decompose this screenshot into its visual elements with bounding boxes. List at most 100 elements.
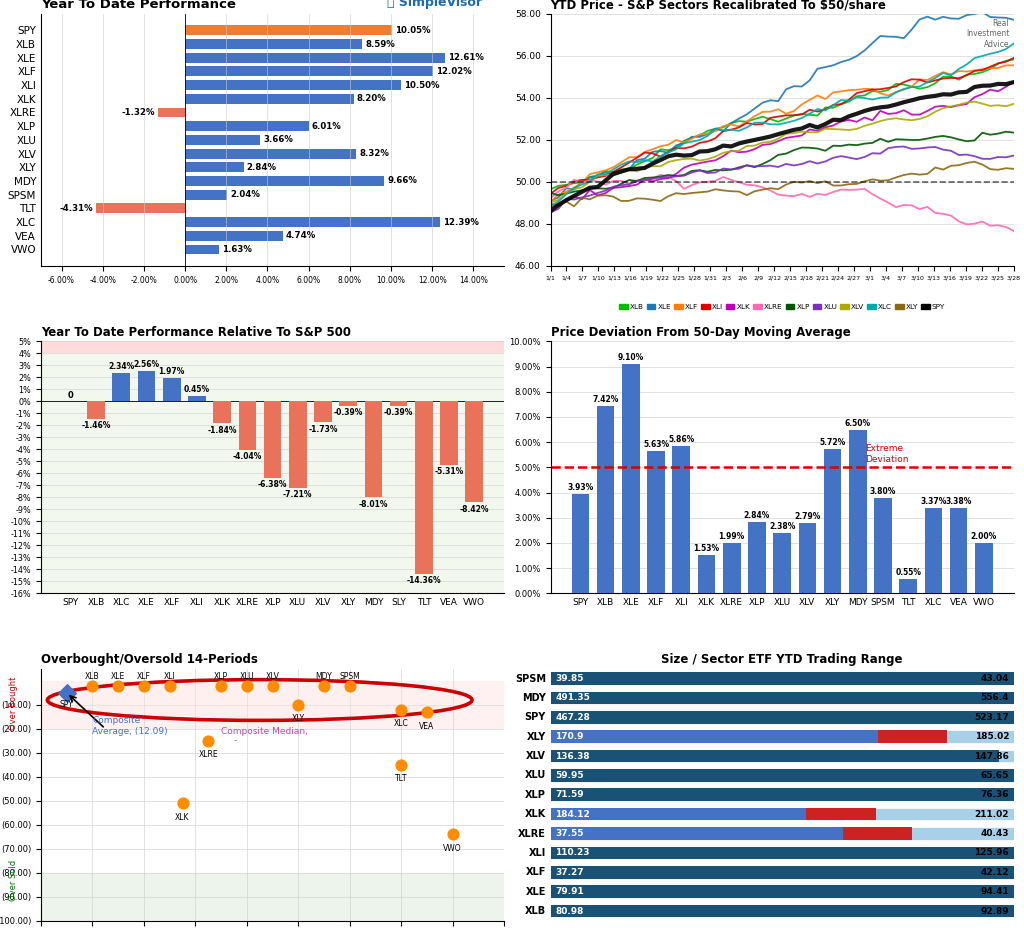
- Text: 94.41: 94.41: [980, 887, 1009, 897]
- Point: [315, 678, 332, 693]
- Text: 5.72%: 5.72%: [819, 438, 846, 447]
- Title: Size / Sector ETF YTD Trading Range: Size / Sector ETF YTD Trading Range: [662, 653, 903, 666]
- Bar: [899, 579, 918, 593]
- Point: [162, 678, 178, 693]
- Bar: [551, 730, 1014, 743]
- Text: 4.74%: 4.74%: [286, 232, 316, 240]
- Text: Year To Date Performance Relative To S&P 500: Year To Date Performance Relative To S&P…: [41, 326, 351, 339]
- Bar: [113, 373, 130, 402]
- Bar: [551, 827, 1014, 840]
- Text: YTD Price - S&P Sectors Recalibrated To $50/share: YTD Price - S&P Sectors Recalibrated To …: [551, 0, 887, 11]
- Point: [84, 678, 100, 693]
- Text: 2.34%: 2.34%: [109, 363, 134, 371]
- Bar: [551, 846, 1014, 859]
- Bar: [975, 543, 992, 593]
- Bar: [551, 905, 1014, 917]
- Text: 491.35: 491.35: [555, 694, 590, 702]
- Point: [342, 678, 358, 693]
- Bar: [390, 402, 408, 406]
- Text: TLT: TLT: [395, 775, 408, 783]
- Bar: [925, 509, 942, 593]
- Text: 136.38: 136.38: [555, 751, 590, 761]
- Text: 1.97%: 1.97%: [159, 367, 185, 376]
- Bar: [571, 494, 589, 593]
- Text: 10.50%: 10.50%: [404, 81, 440, 89]
- Text: Price Deviation From 50-Day Moving Average: Price Deviation From 50-Day Moving Avera…: [551, 326, 850, 339]
- Point: [200, 734, 216, 749]
- Bar: [415, 402, 433, 574]
- Bar: [41, 681, 504, 729]
- Bar: [87, 402, 104, 418]
- Bar: [551, 769, 1014, 782]
- Text: -8.42%: -8.42%: [460, 505, 489, 513]
- Text: 0.55%: 0.55%: [895, 568, 922, 578]
- Text: 80.98: 80.98: [555, 907, 584, 915]
- Text: XLU: XLU: [240, 671, 254, 681]
- Text: 12.39%: 12.39%: [443, 218, 479, 227]
- Text: 9.66%: 9.66%: [387, 177, 417, 185]
- Bar: [823, 449, 842, 593]
- Bar: [365, 402, 382, 498]
- Text: 170.9: 170.9: [555, 732, 584, 741]
- Text: XLC: XLC: [394, 719, 409, 728]
- Bar: [551, 808, 1014, 820]
- Text: XLI: XLI: [528, 848, 546, 857]
- Bar: [41, 353, 504, 593]
- Text: SPSM: SPSM: [515, 673, 546, 684]
- Text: 2.04%: 2.04%: [230, 190, 260, 199]
- Text: 71.59: 71.59: [555, 790, 584, 799]
- Text: 211.02: 211.02: [975, 810, 1009, 818]
- Text: -: -: [233, 737, 238, 745]
- Text: Composite Median,: Composite Median,: [221, 726, 308, 736]
- Text: Real
Investment
Advice: Real Investment Advice: [966, 19, 1009, 48]
- Bar: [137, 371, 156, 402]
- Bar: [551, 750, 999, 763]
- Bar: [874, 498, 892, 593]
- Bar: [185, 149, 356, 158]
- Text: 3.38%: 3.38%: [945, 498, 972, 506]
- Bar: [185, 25, 392, 35]
- Bar: [551, 866, 1014, 879]
- Text: 43.04: 43.04: [981, 674, 1009, 683]
- Bar: [185, 217, 440, 227]
- Text: 110.23: 110.23: [555, 848, 590, 857]
- Bar: [440, 402, 458, 465]
- Bar: [185, 190, 227, 200]
- Bar: [96, 204, 185, 213]
- Bar: [466, 402, 483, 502]
- Text: XLU: XLU: [524, 770, 546, 780]
- Text: 185.02: 185.02: [975, 732, 1009, 741]
- Bar: [185, 94, 354, 104]
- Point: [239, 678, 255, 693]
- Bar: [185, 66, 432, 76]
- Text: 3.66%: 3.66%: [263, 136, 294, 144]
- Text: 147.86: 147.86: [974, 751, 1009, 761]
- Bar: [622, 364, 640, 593]
- Point: [213, 678, 229, 693]
- Text: 79.91: 79.91: [555, 887, 584, 897]
- Text: 2.00%: 2.00%: [971, 532, 997, 541]
- Text: -7.21%: -7.21%: [283, 490, 312, 499]
- Text: 2.84%: 2.84%: [743, 511, 770, 520]
- Ellipse shape: [47, 680, 472, 721]
- Text: 3.80%: 3.80%: [869, 486, 896, 496]
- Text: 8.20%: 8.20%: [357, 94, 387, 103]
- Text: XLV: XLV: [526, 751, 546, 761]
- Text: SPY: SPY: [59, 700, 74, 709]
- Bar: [551, 711, 1014, 724]
- Text: Composite
Average, (12.09): Composite Average, (12.09): [92, 716, 168, 736]
- Bar: [213, 402, 231, 423]
- Text: 5.86%: 5.86%: [668, 434, 694, 444]
- Text: Extreme
Deviation: Extreme Deviation: [865, 445, 909, 463]
- Bar: [673, 445, 690, 593]
- Text: MDY: MDY: [315, 671, 333, 681]
- Point: [110, 678, 126, 693]
- Text: -14.36%: -14.36%: [407, 576, 441, 585]
- Bar: [773, 533, 791, 593]
- Text: 523.17: 523.17: [975, 712, 1009, 722]
- Text: 0: 0: [68, 391, 74, 400]
- Text: XLK: XLK: [524, 809, 546, 819]
- Bar: [551, 846, 1014, 859]
- Bar: [41, 872, 504, 921]
- Text: 5.63%: 5.63%: [643, 441, 669, 449]
